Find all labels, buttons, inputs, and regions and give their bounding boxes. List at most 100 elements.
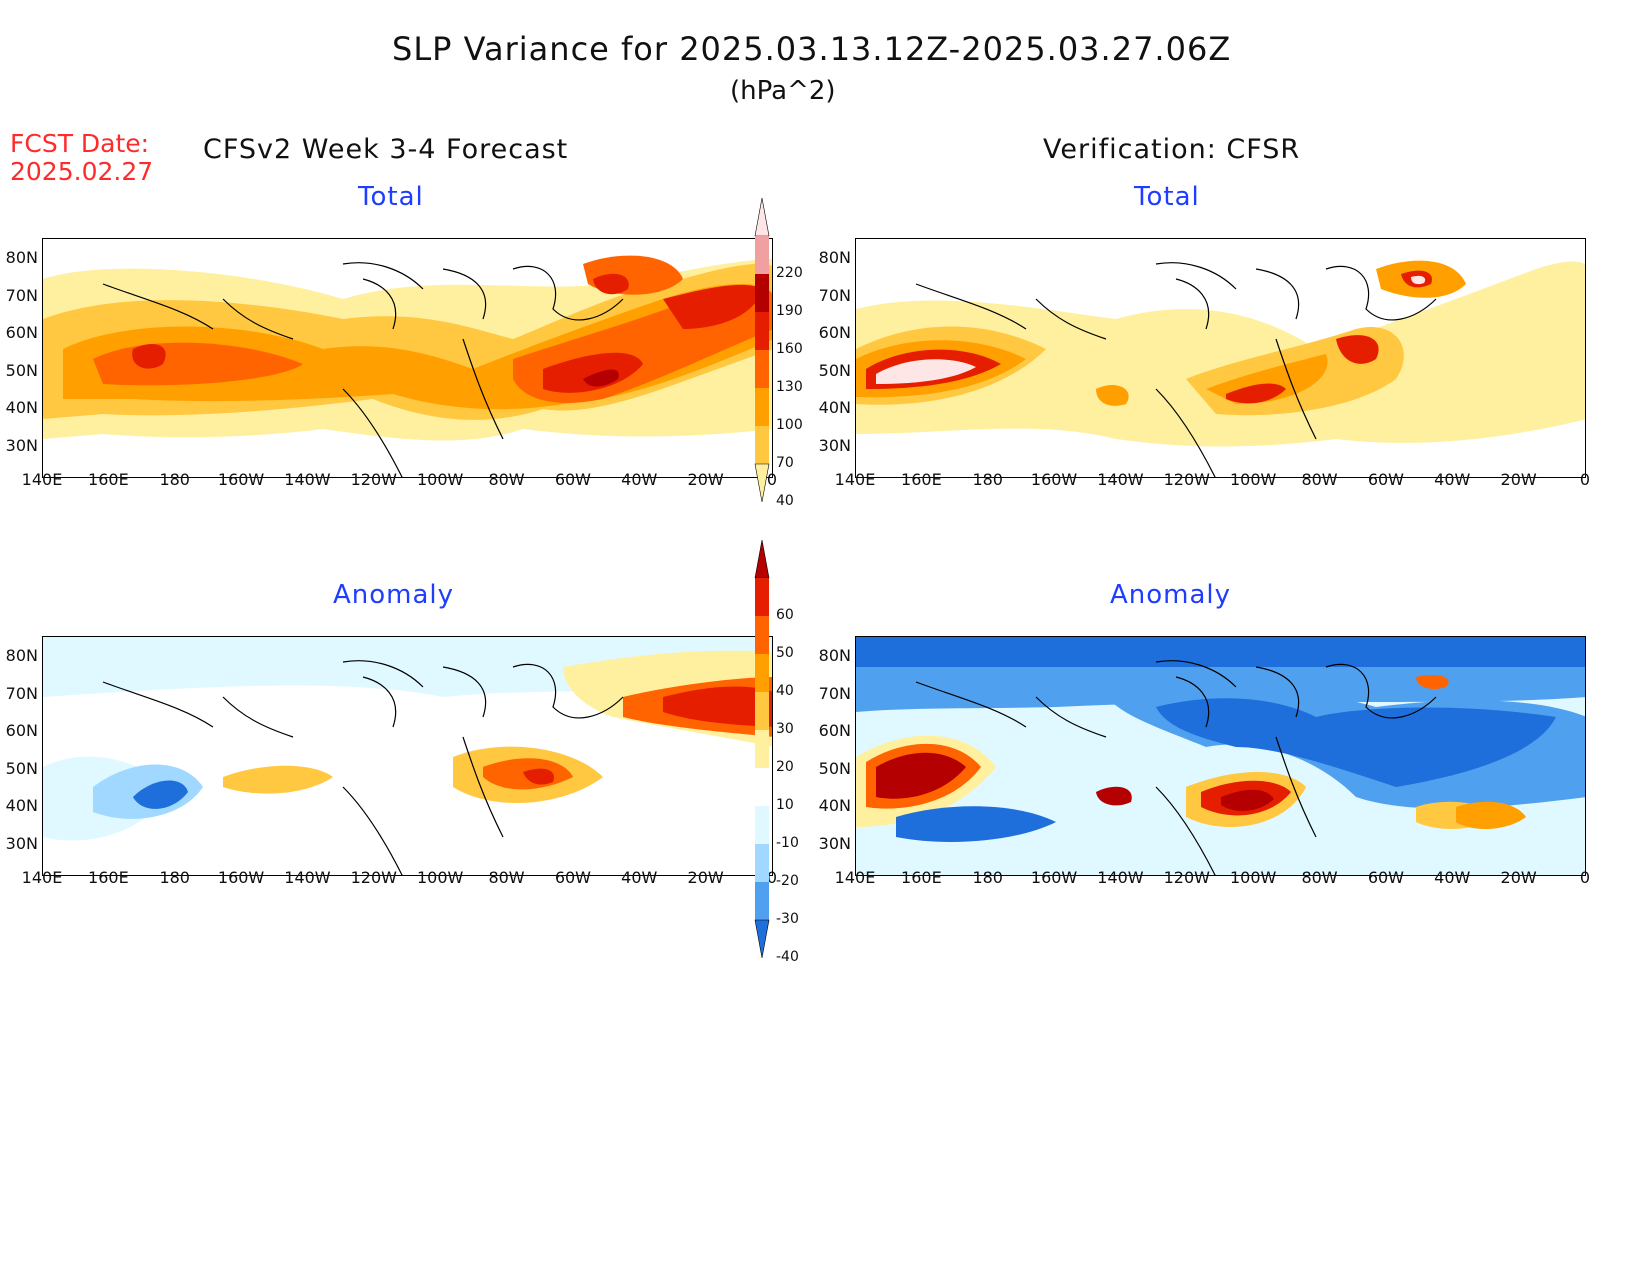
lon-label: 160E bbox=[88, 470, 129, 489]
colorbar-segment bbox=[755, 844, 769, 882]
lat-label: 30N bbox=[818, 833, 851, 853]
verification-column-title: Verification: CFSR bbox=[1043, 134, 1301, 165]
colorbar-anomaly bbox=[754, 539, 770, 964]
lon-label: 0 bbox=[766, 868, 778, 887]
lon-label: 160W bbox=[1030, 868, 1078, 887]
colorbar-segment bbox=[755, 654, 769, 692]
lon-label: 80W bbox=[488, 470, 525, 489]
lon-label: 140E bbox=[21, 470, 63, 489]
colorbar-segment bbox=[755, 312, 769, 350]
colorbar-level-label: 160 bbox=[776, 341, 803, 357]
lon-label: 60W bbox=[554, 868, 591, 887]
lat-label: 80N bbox=[818, 248, 851, 267]
colorbar-end-bottom bbox=[754, 463, 770, 503]
lat-label: 40N bbox=[818, 398, 851, 417]
colorbar-level-label: 40 bbox=[776, 683, 794, 699]
lon-label: 80W bbox=[488, 868, 525, 887]
lat-label: 40N bbox=[818, 796, 851, 815]
panel-title-total-forecast: Total bbox=[358, 182, 424, 212]
colorbar-end-top bbox=[754, 197, 770, 237]
lon-label: 100W bbox=[1229, 470, 1277, 489]
colorbar-level-label: 60 bbox=[776, 607, 794, 623]
lon-label: 160E bbox=[88, 868, 129, 887]
lat-label: 80N bbox=[818, 646, 851, 665]
lon-label: 160E bbox=[901, 868, 942, 887]
lat-label: 70N bbox=[5, 683, 38, 703]
lat-label: 50N bbox=[5, 360, 38, 380]
lon-label: 140W bbox=[1097, 868, 1144, 887]
lon-label: 60W bbox=[1367, 868, 1404, 887]
colorbar-end-bottom bbox=[754, 919, 770, 959]
colorbar-level-label: 30 bbox=[776, 721, 794, 737]
lon-label: 140W bbox=[1097, 470, 1144, 489]
panel-title-anomaly-forecast: Anomaly bbox=[333, 580, 455, 610]
lat-label: 70N bbox=[5, 285, 38, 305]
lon-label: 0 bbox=[1579, 868, 1591, 887]
panel-title-anomaly-verification: Anomaly bbox=[1110, 580, 1232, 610]
lat-label: 50N bbox=[5, 758, 38, 778]
lat-label: 60N bbox=[5, 721, 38, 740]
colorbar-segment bbox=[755, 426, 769, 464]
colorbar-segment bbox=[755, 236, 769, 274]
colorbar-level-label: -10 bbox=[776, 835, 799, 851]
map-anomaly-verification bbox=[855, 636, 1586, 876]
fcst-date-value: 2025.02.27 bbox=[10, 157, 154, 186]
colorbar-segment bbox=[755, 768, 769, 806]
lon-label: 20W bbox=[687, 868, 724, 887]
colorbar-total bbox=[754, 197, 770, 508]
lat-label: 50N bbox=[818, 758, 851, 778]
colorbar-level-label: 50 bbox=[776, 645, 794, 661]
colorbar-segment bbox=[755, 882, 769, 920]
lon-label: 20W bbox=[687, 470, 724, 489]
lon-label: 140E bbox=[21, 868, 63, 887]
lon-label: 20W bbox=[1500, 868, 1537, 887]
colorbar-level-label: 70 bbox=[776, 455, 794, 471]
lon-label: 160W bbox=[217, 470, 265, 489]
forecast-column-title: CFSv2 Week 3-4 Forecast bbox=[203, 134, 569, 165]
lon-label: 180 bbox=[972, 470, 1003, 489]
lat-label: 60N bbox=[5, 323, 38, 342]
lon-label: 120W bbox=[1163, 868, 1210, 887]
lon-label: 40W bbox=[621, 470, 658, 489]
main-title: SLP Variance for 2025.03.13.12Z-2025.03.… bbox=[392, 30, 1232, 68]
lon-label: 40W bbox=[1434, 868, 1471, 887]
lon-label: 100W bbox=[416, 868, 464, 887]
colorbar-segment bbox=[755, 350, 769, 388]
colorbar-end-top bbox=[754, 539, 770, 579]
lon-label: 100W bbox=[1229, 868, 1277, 887]
lat-label: 80N bbox=[5, 646, 38, 665]
lon-label: 0 bbox=[1579, 470, 1591, 489]
lon-label: 180 bbox=[159, 868, 190, 887]
lat-label: 50N bbox=[818, 360, 851, 380]
map-total-verification bbox=[855, 238, 1586, 478]
lat-label: 30N bbox=[818, 435, 851, 455]
lon-label: 80W bbox=[1301, 470, 1338, 489]
lon-label: 40W bbox=[1434, 470, 1471, 489]
colorbar-segment bbox=[755, 578, 769, 616]
lon-label: 180 bbox=[972, 868, 1003, 887]
lat-label: 60N bbox=[818, 721, 851, 740]
lon-label: 180 bbox=[159, 470, 190, 489]
colorbar-segment bbox=[755, 730, 769, 768]
lat-label: 30N bbox=[5, 435, 38, 455]
units-label: (hPa^2) bbox=[730, 76, 836, 106]
lon-label: 140E bbox=[834, 868, 876, 887]
lon-label: 40W bbox=[621, 868, 658, 887]
lat-label: 30N bbox=[5, 833, 38, 853]
colorbar-level-label: 130 bbox=[776, 379, 803, 395]
lon-label: 60W bbox=[1367, 470, 1404, 489]
colorbar-level-label: -20 bbox=[776, 873, 799, 889]
lon-label: 0 bbox=[766, 470, 778, 489]
lat-label: 60N bbox=[818, 323, 851, 342]
colorbar-level-label: 40 bbox=[776, 493, 794, 509]
lon-label: 160E bbox=[901, 470, 942, 489]
colorbar-segment bbox=[755, 274, 769, 312]
lon-label: 80W bbox=[1301, 868, 1338, 887]
lon-label: 140W bbox=[284, 470, 331, 489]
lat-label: 40N bbox=[5, 398, 38, 417]
colorbar-level-label: -40 bbox=[776, 949, 799, 965]
map-total-forecast bbox=[42, 238, 773, 478]
lon-label: 140W bbox=[284, 868, 331, 887]
colorbar-level-label: 190 bbox=[776, 303, 803, 319]
colorbar-level-label: 20 bbox=[776, 759, 794, 775]
